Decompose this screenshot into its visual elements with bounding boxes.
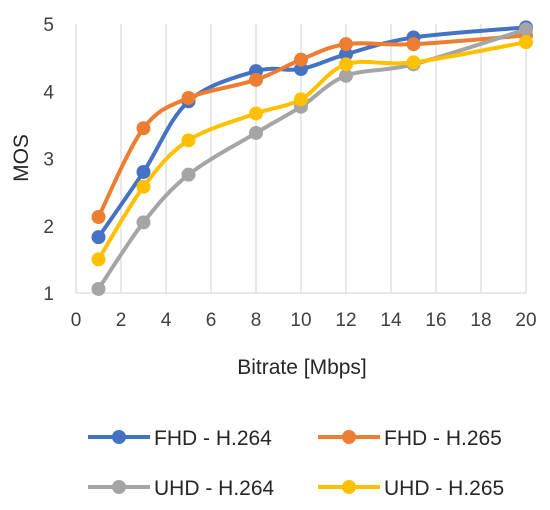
data-point-2-8 [249,72,263,87]
y-tick-label-4: 4 [43,82,54,103]
series-3 [91,22,533,296]
x-tick-label-8: 8 [251,310,262,331]
data-point-3-5 [181,167,196,182]
legend-item-3: UHD - H.264 [88,477,275,500]
data-point-4-15 [406,55,421,70]
data-point-1-1 [91,230,106,245]
series-line-1 [96,25,528,240]
legend-marker-2 [342,430,356,444]
x-tick-label-6: 6 [206,310,217,331]
x-tick-label-20: 20 [515,310,536,331]
x-tick-label-10: 10 [290,310,311,331]
data-point-3-12 [339,68,353,83]
legend-marker-1 [112,430,126,444]
data-point-4-5 [181,133,196,148]
data-point-4-12 [339,57,353,72]
data-point-4-10 [294,92,308,107]
legend-label-4: UHD - H.265 [384,477,504,500]
y-tick-label-3: 3 [43,150,54,171]
data-point-1-3 [136,164,151,179]
data-point-3-3 [136,215,151,230]
data-point-2-1 [91,210,106,225]
data-point-3-1 [91,281,106,296]
data-point-4-3 [136,179,151,194]
x-axis-label: Bitrate [Mbps] [237,356,367,379]
y-tick-label-5: 5 [43,15,54,36]
series [91,20,533,296]
legend-label-3: UHD - H.264 [154,477,275,500]
data-point-2-15 [406,37,421,52]
legend-item-1: FHD - H.264 [88,427,272,450]
series-line-2 [96,33,528,220]
x-tick-label-14: 14 [380,310,402,331]
x-tick-label-16: 16 [425,310,446,331]
data-point-2-10 [294,52,308,67]
legend-marker-3 [112,480,126,494]
y-tick-label-1: 1 [43,284,54,305]
legend-label-1: FHD - H.264 [154,427,272,450]
y-tick-label-2: 2 [43,217,54,238]
y-axis-label: MOS [10,134,33,182]
data-point-4-1 [91,252,106,267]
data-point-3-8 [249,125,263,140]
legend-item-4: UHD - H.265 [318,477,504,500]
x-tick-label-0: 0 [71,310,82,331]
legend-item-2: FHD - H.265 [318,427,502,450]
series-4 [91,35,533,267]
x-tick-label-2: 2 [116,310,127,331]
data-point-2-3 [136,121,151,136]
x-tick-label-12: 12 [335,310,356,331]
data-point-4-20 [519,35,533,50]
data-point-3-20 [519,22,533,37]
data-point-2-12 [339,37,353,52]
series-line-3 [96,27,528,291]
data-point-4-8 [249,106,263,121]
data-point-2-5 [181,90,196,105]
legend-marker-4 [342,480,356,494]
series-line-4 [96,40,528,262]
x-tick-label-18: 18 [470,310,491,331]
series-2 [91,28,533,225]
x-tick-label-4: 4 [161,310,172,331]
legend: FHD - H.264 FHD - H.265 UHD - H.264 UHD - H… [88,427,504,500]
data-point-1-12 [339,47,353,62]
legend-label-2: FHD - H.265 [384,427,502,450]
